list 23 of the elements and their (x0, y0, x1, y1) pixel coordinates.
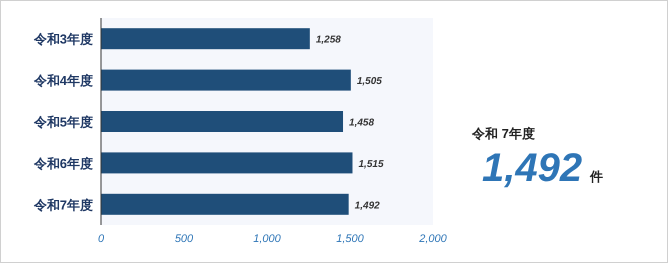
x-tick-label: 1,500 (336, 233, 365, 245)
data-label: 1,258 (316, 34, 342, 46)
text: 令和 7年度 (471, 126, 535, 141)
bar (101, 152, 352, 174)
y-tick-label: 令和3年度 (32, 32, 93, 47)
y-tick-label: 令和6年度 (32, 156, 93, 171)
data-label: 1,515 (358, 158, 384, 170)
bar (101, 194, 349, 215)
text: 1,492 (482, 146, 582, 190)
y-tick-label: 令和7年度 (32, 197, 93, 212)
text: 件 (589, 169, 603, 184)
bar (101, 70, 351, 91)
data-label: 1,505 (356, 76, 382, 88)
y-tick-label: 令和5年度 (32, 114, 93, 130)
x-tick-label: 2,000 (418, 233, 448, 245)
data-label: 1,492 (354, 200, 380, 212)
x-tick-label: 1,000 (253, 233, 282, 245)
x-tick-label: 500 (174, 233, 194, 245)
bar (101, 111, 344, 132)
data-label: 1,458 (349, 118, 374, 128)
x-tick-label: 0 (98, 233, 105, 245)
bar (101, 28, 310, 50)
y-tick-label: 令和4年度 (32, 73, 93, 88)
